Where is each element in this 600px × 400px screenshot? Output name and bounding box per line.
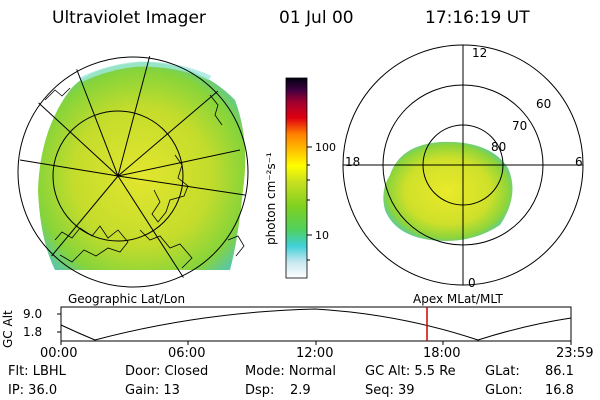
polar-label-6: 6 [575,155,583,169]
polar-label-12: 12 [472,46,488,60]
coastlines [44,87,245,269]
glon-value: 16.8 [545,383,574,398]
altitude-ytick-1-8: 1.8 [23,325,43,339]
polar-label-0: 0 [468,276,476,290]
dsp-value: 2.9 [290,383,311,398]
geographic-grid [17,55,249,288]
polar-label-80: 80 [491,140,507,154]
mode-info: Mode: Normal [245,364,336,379]
altitude-xtick-0600: 06:00 [168,346,206,361]
colorbar [285,77,312,279]
date-label: 01 Jul 00 [279,8,354,28]
dsp-label: Dsp: [245,383,275,398]
apex-projection-label: Apex MLat/MLT [413,292,503,306]
altitude-xtick-2359: 23:59 [556,346,594,361]
altitude-xtick-0000: 00:00 [40,346,78,361]
colorbar-unit-label: photon cm⁻²s⁻¹ [264,152,278,245]
gcalt-info: GC Alt: 5.5 Re [365,364,456,379]
instrument-title: Ultraviolet Imager [52,8,206,28]
geographic-image [38,61,246,270]
door-info: Door: Closed [125,364,209,379]
glon-label: GLon: [485,383,523,398]
altitude-xtick-1200: 12:00 [296,346,334,361]
polar-plot [342,44,584,286]
altitude-ytick-9: 9.0 [23,307,43,321]
gain-info: Gain: 13 [125,383,180,398]
glat-label: GLat: [485,364,520,379]
ip-info: IP: 36.0 [8,383,58,398]
polar-label-18: 18 [345,155,361,169]
colorbar-tick-10: 10 [315,229,329,242]
polar-label-70: 70 [512,119,528,133]
colorbar-tick-100: 100 [315,141,336,154]
geographic-projection-label: Geographic Lat/Lon [68,292,186,306]
filter-info: Flt: LBHL [8,364,66,379]
altitude-plot [57,306,572,345]
time-label: 17:16:19 UT [425,8,530,28]
altitude-ylabel: GC Alt [1,310,15,348]
polar-label-60: 60 [536,97,552,111]
glat-value: 86.1 [545,364,574,379]
seq-info: Seq: 39 [365,383,415,398]
altitude-xtick-1800: 18:00 [423,346,461,361]
